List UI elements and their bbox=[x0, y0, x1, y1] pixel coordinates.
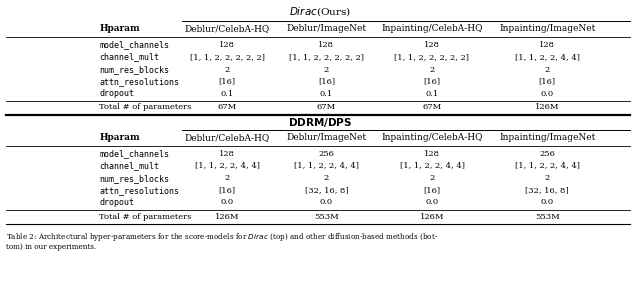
Text: 126M: 126M bbox=[420, 213, 444, 220]
Text: Deblur/CelebA-HQ: Deblur/CelebA-HQ bbox=[184, 133, 270, 142]
Text: 67M: 67M bbox=[422, 103, 442, 111]
Text: 2: 2 bbox=[324, 174, 329, 182]
Text: Inpainting/CelebA-HQ: Inpainting/CelebA-HQ bbox=[381, 24, 483, 33]
Text: 128: 128 bbox=[424, 41, 440, 49]
Text: 128: 128 bbox=[424, 150, 440, 158]
Text: [16]: [16] bbox=[539, 78, 556, 86]
Text: [16]: [16] bbox=[219, 186, 236, 194]
Text: channel_mult: channel_mult bbox=[99, 52, 159, 62]
Text: 2: 2 bbox=[225, 66, 230, 74]
Text: 0.0: 0.0 bbox=[541, 90, 554, 98]
Text: model_channels: model_channels bbox=[99, 40, 169, 50]
Text: 2: 2 bbox=[324, 66, 329, 74]
Text: Deblur/ImageNet: Deblur/ImageNet bbox=[286, 133, 367, 142]
Text: $\mathbf{DDRM/DPS}$: $\mathbf{DDRM/DPS}$ bbox=[288, 116, 352, 129]
Text: dropout: dropout bbox=[99, 198, 134, 207]
Text: 256: 256 bbox=[319, 150, 334, 158]
Text: 0.1: 0.1 bbox=[320, 90, 333, 98]
Text: num_res_blocks: num_res_blocks bbox=[99, 174, 169, 183]
Text: 2: 2 bbox=[429, 174, 435, 182]
Text: 128: 128 bbox=[219, 41, 236, 49]
Text: Inpainting/ImageNet: Inpainting/ImageNet bbox=[499, 133, 595, 142]
Text: [1, 1, 2, 2, 4, 4]: [1, 1, 2, 2, 4, 4] bbox=[294, 162, 359, 170]
Text: num_res_blocks: num_res_blocks bbox=[99, 65, 169, 74]
Text: [1, 1, 2, 2, 4, 4]: [1, 1, 2, 2, 4, 4] bbox=[195, 162, 260, 170]
Text: 2: 2 bbox=[545, 66, 550, 74]
Text: [1, 1, 2, 2, 2, 2, 2]: [1, 1, 2, 2, 2, 2, 2] bbox=[189, 53, 265, 61]
Text: 2: 2 bbox=[225, 174, 230, 182]
Text: 553M: 553M bbox=[314, 213, 339, 220]
Text: dropout: dropout bbox=[99, 89, 134, 98]
Text: 128: 128 bbox=[540, 41, 556, 49]
Text: 0.0: 0.0 bbox=[320, 198, 333, 206]
Text: 128: 128 bbox=[319, 41, 334, 49]
Text: [1, 1, 2, 2, 4, 4]: [1, 1, 2, 2, 4, 4] bbox=[515, 162, 580, 170]
Text: attn_resolutions: attn_resolutions bbox=[99, 186, 179, 195]
Text: 67M: 67M bbox=[218, 103, 237, 111]
Text: [32, 16, 8]: [32, 16, 8] bbox=[525, 186, 569, 194]
Text: [1, 1, 2, 2, 4, 4]: [1, 1, 2, 2, 4, 4] bbox=[399, 162, 465, 170]
Text: 0.0: 0.0 bbox=[426, 198, 438, 206]
Text: 126M: 126M bbox=[215, 213, 239, 220]
Text: [1, 1, 2, 2, 2, 2, 2]: [1, 1, 2, 2, 2, 2, 2] bbox=[394, 53, 470, 61]
Text: [16]: [16] bbox=[424, 186, 440, 194]
Text: model_channels: model_channels bbox=[99, 149, 169, 158]
Text: [1, 1, 2, 2, 2, 2, 2]: [1, 1, 2, 2, 2, 2, 2] bbox=[289, 53, 364, 61]
Text: channel_mult: channel_mult bbox=[99, 161, 159, 170]
Text: Hparam: Hparam bbox=[99, 133, 140, 142]
Text: 2: 2 bbox=[545, 174, 550, 182]
Text: [16]: [16] bbox=[424, 78, 440, 86]
Text: Table 2: Architectural hyper-parameters for the score-models for $\mathit{Dirac}: Table 2: Architectural hyper-parameters … bbox=[6, 231, 438, 243]
Text: [1, 1, 2, 2, 4, 4]: [1, 1, 2, 2, 4, 4] bbox=[515, 53, 580, 61]
Text: 2: 2 bbox=[429, 66, 435, 74]
Text: attn_resolutions: attn_resolutions bbox=[99, 77, 179, 86]
Text: 256: 256 bbox=[540, 150, 555, 158]
Text: Total # of parameters: Total # of parameters bbox=[99, 213, 191, 220]
Text: [16]: [16] bbox=[219, 78, 236, 86]
Text: Deblur/ImageNet: Deblur/ImageNet bbox=[286, 24, 367, 33]
Text: Inpainting/CelebA-HQ: Inpainting/CelebA-HQ bbox=[381, 133, 483, 142]
Text: Deblur/CelebA-HQ: Deblur/CelebA-HQ bbox=[184, 24, 270, 33]
Text: 0.1: 0.1 bbox=[426, 90, 438, 98]
Text: 0.1: 0.1 bbox=[221, 90, 234, 98]
Text: [32, 16, 8]: [32, 16, 8] bbox=[305, 186, 348, 194]
Text: 0.0: 0.0 bbox=[221, 198, 234, 206]
Text: Total # of parameters: Total # of parameters bbox=[99, 103, 191, 111]
Text: 67M: 67M bbox=[317, 103, 336, 111]
Text: $\mathit{Dirac}$(Ours): $\mathit{Dirac}$(Ours) bbox=[289, 5, 351, 19]
Text: [16]: [16] bbox=[318, 78, 335, 86]
Text: 553M: 553M bbox=[535, 213, 559, 220]
Text: 128: 128 bbox=[219, 150, 236, 158]
Text: Inpainting/ImageNet: Inpainting/ImageNet bbox=[499, 24, 595, 33]
Text: Hparam: Hparam bbox=[99, 24, 140, 33]
Text: 0.0: 0.0 bbox=[541, 198, 554, 206]
Text: tom) in our experiments.: tom) in our experiments. bbox=[6, 243, 97, 250]
Text: 126M: 126M bbox=[535, 103, 559, 111]
